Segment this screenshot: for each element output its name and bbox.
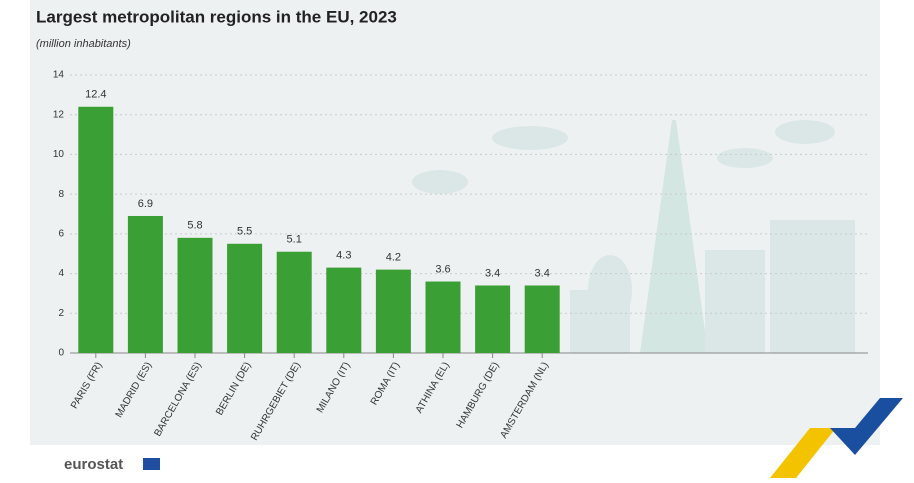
y-tick-label: 0	[58, 348, 64, 359]
corner-decoration	[770, 398, 903, 478]
y-tick-label: 4	[58, 268, 64, 279]
y-tick-label: 14	[53, 70, 65, 81]
panel	[30, 0, 880, 445]
data-label: 4.3	[336, 250, 351, 262]
data-label: 3.4	[485, 267, 500, 279]
bar	[375, 269, 411, 353]
y-tick-label: 12	[53, 109, 65, 120]
data-label: 4.2	[386, 252, 401, 264]
bar	[227, 243, 263, 353]
bar	[78, 106, 114, 354]
decoration	[412, 120, 855, 353]
bar	[127, 215, 163, 353]
data-label: 5.5	[237, 226, 252, 238]
y-tick-label: 8	[58, 189, 64, 200]
data-label: 3.4	[535, 267, 550, 279]
bar	[425, 281, 461, 353]
data-label: 6.9	[138, 198, 153, 210]
bar	[276, 251, 312, 353]
bar	[177, 237, 213, 353]
chart-title: Largest metropolitan regions in the EU, …	[36, 7, 397, 26]
bar	[524, 285, 560, 353]
bar	[475, 285, 511, 353]
y-tick-label: 10	[53, 149, 65, 160]
logo-text: eurostat	[64, 456, 123, 473]
data-label: 5.1	[287, 234, 302, 246]
y-tick-label: 6	[58, 228, 64, 239]
eu-flag	[143, 458, 160, 470]
chart-subtitle: (million inhabitants)	[36, 38, 131, 50]
data-label: 5.8	[187, 220, 202, 232]
bar	[326, 267, 362, 353]
y-tick-label: 2	[58, 308, 64, 319]
data-label: 3.6	[435, 263, 450, 275]
data-label: 12.4	[85, 89, 106, 101]
